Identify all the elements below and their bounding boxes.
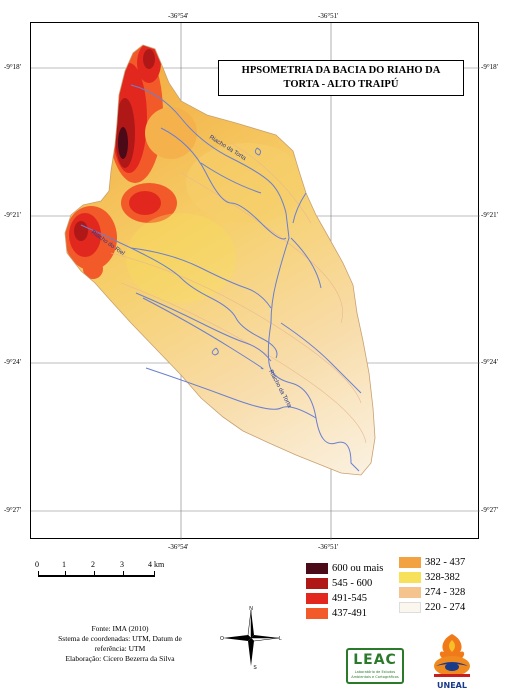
legend-item: 437-491 bbox=[306, 607, 367, 620]
credit-source: Fonte: IMA (2010) bbox=[91, 624, 149, 633]
legend-item: 382 - 437 bbox=[399, 556, 465, 569]
compass-n: N bbox=[249, 606, 253, 612]
scale-tick bbox=[123, 571, 124, 576]
lat-label: -9°24' bbox=[481, 358, 498, 366]
legend-label: 545 - 600 bbox=[332, 578, 373, 589]
legend-swatch bbox=[306, 563, 328, 575]
scale-tick bbox=[94, 571, 95, 576]
title-line-1: HPSOMETRIA DA BACIA DO RIAHO DA bbox=[241, 65, 441, 76]
legend-label: 274 - 328 bbox=[425, 587, 466, 598]
lat-label: -9°18' bbox=[4, 63, 21, 71]
lat-label: -9°21' bbox=[4, 211, 21, 219]
lat-label: -9°21' bbox=[481, 211, 498, 219]
credit-system-1: Sstema de coordenadas: UTM, Datum de bbox=[58, 634, 182, 643]
scale-label: 0 bbox=[35, 560, 39, 569]
lon-label: -36°54' bbox=[168, 543, 189, 551]
leac-logo: LEAC Laboratório de Estudos Ambientais e… bbox=[346, 648, 404, 684]
title-line-2: TORTA - ALTO TRAIPÚ bbox=[283, 79, 399, 90]
scale-label: 3 bbox=[120, 560, 124, 569]
scale-line bbox=[38, 575, 155, 577]
legend-item: 491-545 bbox=[306, 592, 367, 605]
legend-item: 220 - 274 bbox=[399, 601, 465, 614]
scale-label: 2 bbox=[91, 560, 95, 569]
credit-system-2: referência: UTM bbox=[94, 644, 146, 653]
lon-label: -36°51' bbox=[318, 12, 339, 20]
uneal-logo: UNEAL bbox=[430, 632, 474, 690]
legend-label: 491-545 bbox=[332, 593, 367, 604]
leac-logo-subtext: Laboratório de Estudos Ambientais e Cart… bbox=[351, 670, 399, 679]
scale-label: 4 km bbox=[148, 560, 165, 569]
legend-label: 328-382 bbox=[425, 572, 460, 583]
legend-swatch bbox=[399, 557, 421, 569]
uneal-emblem-icon bbox=[434, 634, 470, 677]
legend-item: 328-382 bbox=[399, 571, 460, 584]
compass-s: S bbox=[253, 665, 257, 670]
map-title: HPSOMETRIA DA BACIA DO RIAHO DA TORTA - … bbox=[218, 60, 464, 96]
map-frame: Riacho da Torta Riacho do Riel Riacho da… bbox=[30, 22, 480, 540]
legend-swatch bbox=[399, 602, 421, 614]
compass-w: O bbox=[220, 636, 224, 642]
legend-label: 600 ou mais bbox=[332, 563, 384, 574]
scale-tick bbox=[38, 571, 39, 576]
basin-relief bbox=[65, 45, 375, 475]
lat-label: -9°27' bbox=[4, 506, 21, 514]
credits: Fonte: IMA (2010) Sstema de coordenadas:… bbox=[20, 624, 220, 664]
basin-map: Riacho da Torta Riacho do Riel Riacho da… bbox=[31, 23, 480, 540]
legend-swatch bbox=[399, 572, 421, 584]
legend-swatch bbox=[306, 593, 328, 605]
legend-label: 382 - 437 bbox=[425, 557, 466, 568]
scale-bar: 0 1 2 3 4 km bbox=[30, 560, 175, 590]
scale-tick bbox=[65, 571, 66, 576]
legend-item: 545 - 600 bbox=[306, 577, 372, 590]
basin-outline bbox=[64, 44, 376, 476]
legend-label: 437-491 bbox=[332, 608, 367, 619]
uneal-logo-text: UNEAL bbox=[437, 681, 467, 690]
river-network bbox=[80, 84, 362, 472]
legend-item: 600 ou mais bbox=[306, 562, 383, 575]
lat-label: -9°18' bbox=[481, 63, 498, 71]
compass-e: L bbox=[279, 636, 282, 642]
legend-swatch bbox=[306, 578, 328, 590]
credit-author: Elaboração: Cícero Bezerra da Silva bbox=[65, 654, 175, 663]
legend-swatch bbox=[399, 587, 421, 599]
leac-logo-text: LEAC bbox=[353, 652, 397, 668]
lat-label: -9°24' bbox=[4, 358, 21, 366]
legend-label: 220 - 274 bbox=[425, 602, 466, 613]
compass-rose-icon: N S O L bbox=[220, 606, 282, 670]
lon-label: -36°54' bbox=[168, 12, 189, 20]
scale-label: 1 bbox=[62, 560, 66, 569]
legend-item: 274 - 328 bbox=[399, 586, 465, 599]
lon-label: -36°51' bbox=[318, 543, 339, 551]
scale-tick bbox=[154, 571, 155, 576]
lat-label: -9°27' bbox=[481, 506, 498, 514]
legend-swatch bbox=[306, 608, 328, 620]
